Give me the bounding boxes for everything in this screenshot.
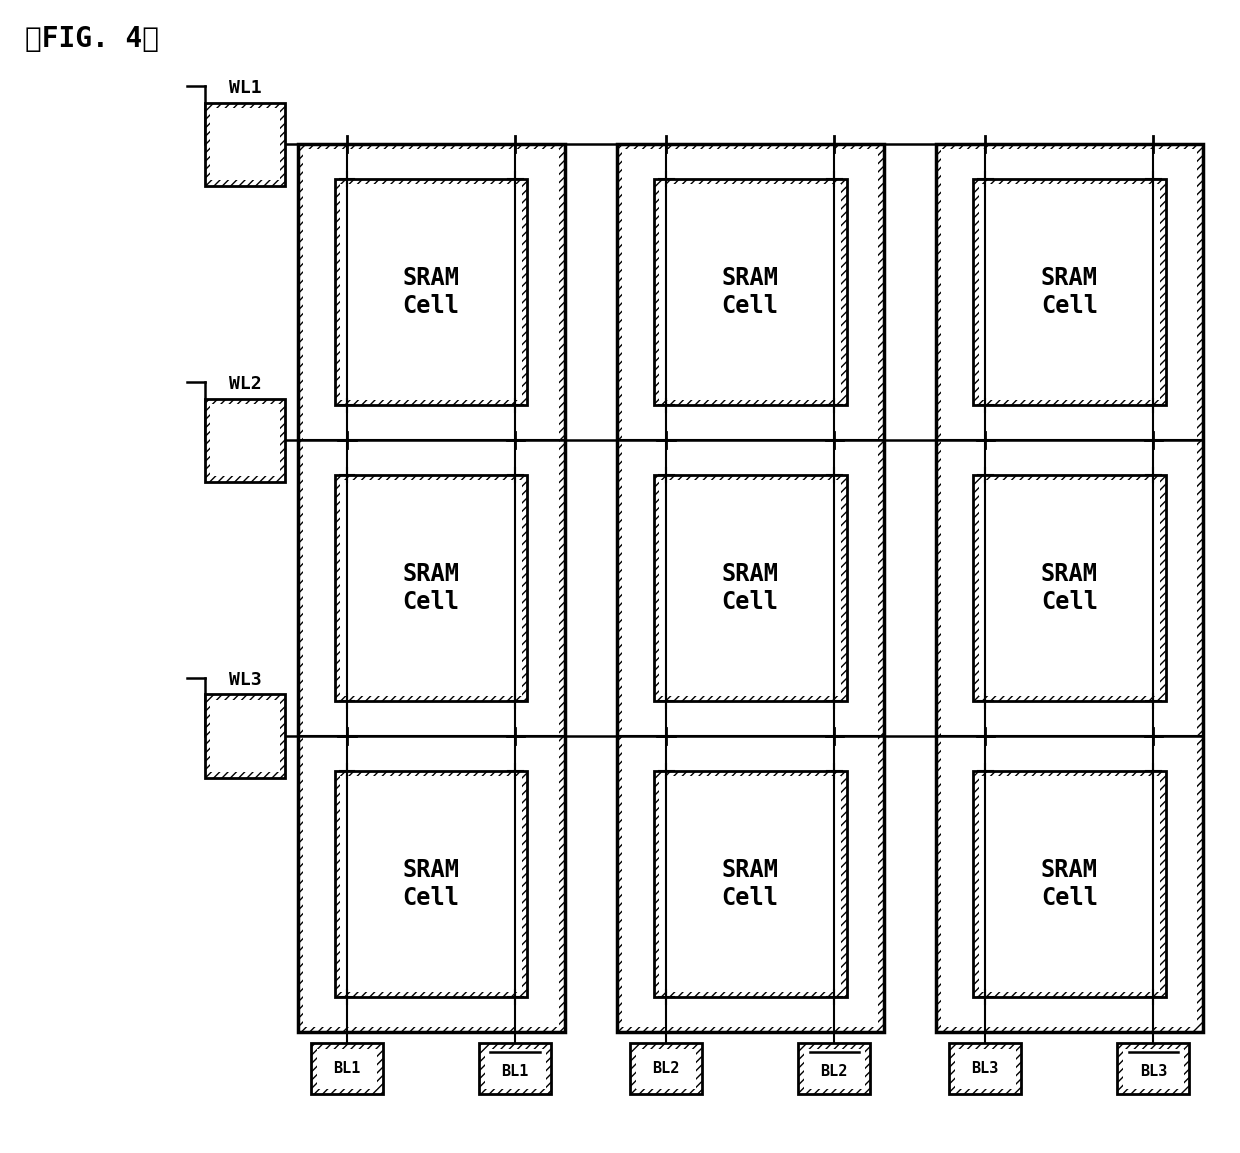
Bar <box>479 1043 551 1094</box>
Bar <box>1117 1043 1189 1094</box>
Text: SRAM
Cell: SRAM Cell <box>403 563 460 613</box>
Bar <box>485 1049 546 1088</box>
Bar <box>340 480 522 696</box>
Text: BL2: BL2 <box>821 1063 848 1079</box>
Bar <box>335 770 527 997</box>
Bar <box>660 776 841 992</box>
Text: SRAM
Cell: SRAM Cell <box>722 563 779 613</box>
Bar <box>978 776 1161 992</box>
Text: WL2: WL2 <box>228 375 262 393</box>
Bar <box>660 480 841 696</box>
Bar <box>804 1049 864 1088</box>
Bar <box>799 1043 870 1094</box>
Bar <box>210 108 280 181</box>
Text: SRAM
Cell: SRAM Cell <box>1040 858 1097 910</box>
Text: BL3: BL3 <box>971 1061 999 1077</box>
Text: SRAM
Cell: SRAM Cell <box>722 266 779 318</box>
Bar <box>950 1043 1022 1094</box>
Text: SRAM
Cell: SRAM Cell <box>1040 266 1097 318</box>
Bar <box>660 183 841 400</box>
Bar <box>622 149 878 1027</box>
Text: BL2: BL2 <box>652 1061 680 1077</box>
Bar <box>978 183 1161 400</box>
Bar <box>205 694 285 777</box>
Text: BL1: BL1 <box>501 1063 529 1079</box>
Bar <box>335 179 527 406</box>
Text: BL3: BL3 <box>1140 1063 1167 1079</box>
Bar <box>303 149 559 1027</box>
Text: SRAM
Cell: SRAM Cell <box>403 858 460 910</box>
Text: WL1: WL1 <box>228 78 262 97</box>
Bar <box>653 179 847 406</box>
Bar <box>210 700 280 773</box>
Bar <box>340 776 522 992</box>
Bar <box>1123 1049 1184 1088</box>
Text: WL3: WL3 <box>228 671 262 688</box>
Text: SRAM
Cell: SRAM Cell <box>1040 563 1097 613</box>
Text: 』FIG. 4』: 』FIG. 4』 <box>25 25 159 53</box>
Bar <box>653 770 847 997</box>
Bar <box>973 475 1166 701</box>
Bar <box>316 1049 377 1088</box>
Bar <box>941 149 1198 1027</box>
Bar <box>653 475 847 701</box>
Text: SRAM
Cell: SRAM Cell <box>722 858 779 910</box>
Bar <box>311 1043 383 1094</box>
Bar <box>955 1049 1016 1088</box>
Bar <box>630 1043 702 1094</box>
Bar <box>340 183 522 400</box>
Bar <box>973 770 1166 997</box>
Text: BL1: BL1 <box>334 1061 361 1077</box>
Bar <box>636 1049 697 1088</box>
Bar <box>335 475 527 701</box>
Bar <box>210 404 280 476</box>
Bar <box>205 103 285 186</box>
Bar <box>978 480 1161 696</box>
Bar <box>936 144 1203 1032</box>
Bar <box>205 399 285 482</box>
Bar <box>298 144 564 1032</box>
Bar <box>973 179 1166 406</box>
Bar <box>616 144 884 1032</box>
Text: SRAM
Cell: SRAM Cell <box>403 266 460 318</box>
